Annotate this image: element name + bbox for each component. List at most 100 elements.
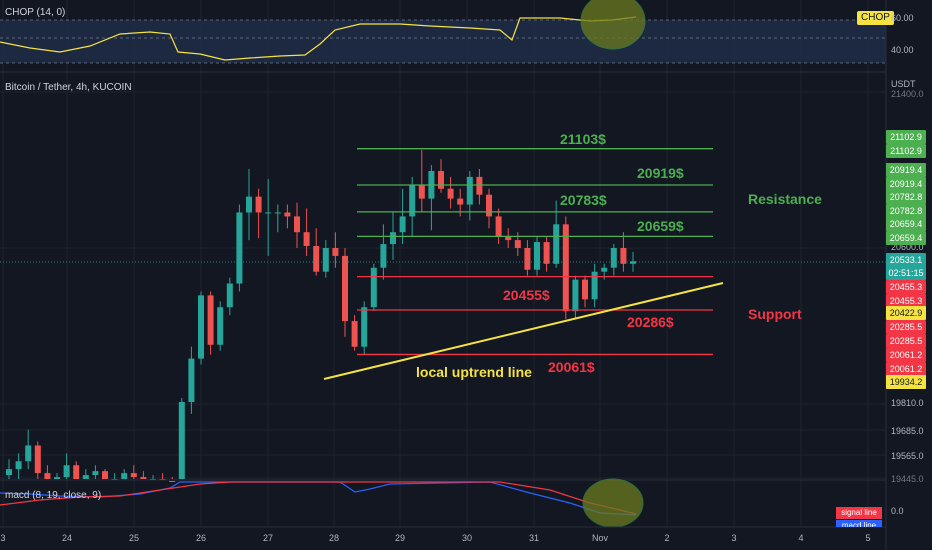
candle-51 <box>495 216 502 237</box>
resistance-label: Resistance <box>748 191 822 207</box>
candle-49 <box>476 176 483 195</box>
chop-title[interactable]: CHOP (14, 0) <box>5 7 66 18</box>
candle-37 <box>361 307 368 347</box>
candle-19 <box>188 358 195 403</box>
candle-28 <box>274 212 281 214</box>
chop-tick-60: 60.00 <box>891 13 914 23</box>
price-pill-11: 20285.5 <box>886 320 926 334</box>
candle-13 <box>130 473 137 478</box>
signal-line-tag: signal line <box>836 507 882 519</box>
candle-54 <box>524 248 531 270</box>
x-label-4: 27 <box>262 533 274 543</box>
candle-56 <box>543 242 550 264</box>
candle-35 <box>342 255 348 322</box>
candle-30 <box>294 216 300 233</box>
countdown-pill: 02:51:15 <box>886 266 926 280</box>
horizontal-levels[interactable] <box>357 148 713 356</box>
candle-64 <box>620 248 627 264</box>
candle-25 <box>246 196 252 213</box>
candle-23 <box>226 283 233 308</box>
candle-52 <box>505 236 512 241</box>
candle-24 <box>236 212 243 284</box>
grid <box>0 0 886 527</box>
price-tick-19445: 19445.0 <box>891 474 924 484</box>
price-pill-15: 19934.2 <box>886 375 926 389</box>
candle-41 <box>399 216 406 233</box>
x-label-10: 2 <box>664 533 670 543</box>
x-label-5: 28 <box>328 533 340 543</box>
x-label-0: 3 <box>0 533 6 543</box>
current-price-pill: 20533.1 <box>886 253 926 267</box>
candles <box>6 150 636 483</box>
candle-2 <box>25 445 32 462</box>
candle-26 <box>255 196 262 213</box>
candle-6 <box>63 465 70 478</box>
candle-39 <box>380 244 387 268</box>
candle-5 <box>54 477 60 479</box>
candle-9 <box>92 471 99 476</box>
level-label-5: 20286$ <box>627 314 674 330</box>
x-label-8: 31 <box>528 533 540 543</box>
candle-1 <box>15 461 22 470</box>
price-pill-12: 20285.5 <box>886 334 926 348</box>
candle-59 <box>572 279 579 312</box>
level-label-0: 21103$ <box>560 130 606 147</box>
candle-36 <box>351 321 358 347</box>
price-tick-19685: 19685.0 <box>891 426 924 436</box>
uptrend-line[interactable] <box>323 282 724 380</box>
candle-14 <box>140 477 147 479</box>
support-label: Support <box>748 306 802 322</box>
x-label-13: 5 <box>865 533 871 543</box>
candle-7 <box>73 465 80 479</box>
level-label-1: 20919$ <box>637 165 684 181</box>
price-pill-8: 20455.3 <box>886 280 926 294</box>
level-label-6: 20061$ <box>548 359 595 376</box>
price-tick-21400: 21400.0 <box>891 89 924 99</box>
candle-8 <box>82 475 89 479</box>
macd-line-tag: macd line <box>836 520 882 527</box>
candle-27 <box>265 212 272 214</box>
chop-tick-40: 40.00 <box>891 45 914 55</box>
candle-32 <box>313 246 320 272</box>
currency-label: USDT <box>891 79 916 89</box>
macd-title[interactable]: macd (8, 19, close, 9) <box>5 490 102 501</box>
candle-12 <box>121 473 128 479</box>
price-pill-2: 20919.4 <box>886 163 926 177</box>
symbol-title[interactable]: Bitcoin / Tether, 4h, KUCOIN <box>5 82 132 93</box>
price-pill-1: 21102.9 <box>886 144 926 158</box>
macd-highlight-circle <box>582 478 644 528</box>
candle-47 <box>457 198 464 205</box>
candle-55 <box>534 242 540 270</box>
level-label-4: 20455$ <box>503 286 550 303</box>
price-pill-7: 20659.4 <box>886 231 926 245</box>
x-label-11: 3 <box>731 533 737 543</box>
price-tick-19810: 19810.0 <box>891 398 924 408</box>
candle-21 <box>207 295 214 345</box>
price-pill-0: 21102.9 <box>886 130 926 144</box>
price-pill-5: 20782.8 <box>886 204 926 218</box>
price-pill-14: 20061.2 <box>886 362 926 376</box>
level-label-2: 20783$ <box>560 191 607 208</box>
candle-45 <box>438 170 444 189</box>
chop-line <box>0 16 637 61</box>
candle-43 <box>418 184 425 199</box>
chop-badge: CHOP <box>857 11 894 25</box>
x-label-1: 24 <box>61 533 73 543</box>
candle-20 <box>198 295 204 359</box>
price-tick-19565: 19565.0 <box>891 451 924 461</box>
candle-57 <box>553 224 560 264</box>
candle-60 <box>582 279 588 300</box>
chop-highlight-circle <box>580 0 646 50</box>
candle-63 <box>610 248 617 268</box>
candle-53 <box>514 240 521 248</box>
candle-4 <box>44 473 51 479</box>
price-pill-9: 20455.3 <box>886 294 926 308</box>
x-label-2: 25 <box>128 533 140 543</box>
candle-38 <box>370 267 377 308</box>
x-label-12: 4 <box>798 533 804 543</box>
x-label-9: Nov <box>591 533 609 543</box>
candle-22 <box>217 307 224 345</box>
price-pill-13: 20061.2 <box>886 348 926 362</box>
price-pill-6: 20659.4 <box>886 217 926 231</box>
